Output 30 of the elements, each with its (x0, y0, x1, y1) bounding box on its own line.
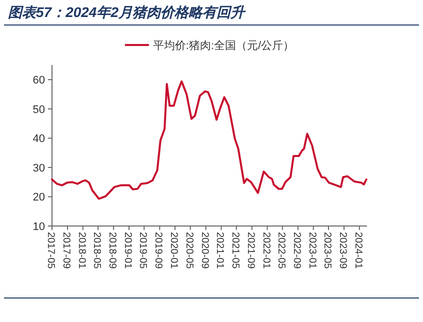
x-tick-label: 2020-01 (168, 232, 180, 270)
y-tick-label: 10 (32, 221, 45, 233)
x-tick-label: 2021-01 (214, 232, 226, 270)
x-tick-label: 2021-09 (244, 232, 256, 270)
x-tick-label: 2017-05 (45, 232, 56, 270)
x-tick-label: 2019-09 (152, 232, 164, 270)
x-tick-label: 2018-05 (91, 232, 102, 270)
line-series (51, 80, 368, 200)
y-tick-label: 60 (32, 74, 45, 87)
x-tick-label: 2019-05 (137, 232, 148, 270)
x-tick-label: 2021-05 (229, 232, 240, 270)
y-tick-label: 50 (32, 104, 45, 116)
x-tick-label: 2022-05 (275, 232, 286, 270)
x-tick-label: 2022-01 (260, 232, 272, 270)
chart-title: 图表57：2024年2月猪肉价格略有回升 (8, 4, 247, 20)
x-tick-label: 2023-05 (322, 232, 333, 270)
x-tick-label: 2023-01 (306, 232, 318, 270)
y-tick-label: 40 (32, 133, 45, 146)
x-tick-label: 2024-01 (352, 232, 364, 270)
x-tick-label: 2020-09 (198, 232, 210, 270)
y-tick-label: 30 (32, 162, 45, 174)
x-tick-label: 2020-05 (183, 232, 194, 270)
legend-label: 平均价:猪肉:全国（元/公斤） (152, 39, 294, 52)
x-tick-label: 2017-09 (60, 232, 72, 270)
x-tick-label: 2022-09 (290, 232, 302, 270)
x-tick-label: 2018-01 (76, 232, 87, 270)
y-tick-label: 20 (32, 192, 45, 204)
x-tick-label: 2018-09 (106, 232, 118, 270)
x-tick-label: 2019-01 (122, 232, 133, 270)
x-tick-label: 2023-09 (337, 232, 348, 270)
